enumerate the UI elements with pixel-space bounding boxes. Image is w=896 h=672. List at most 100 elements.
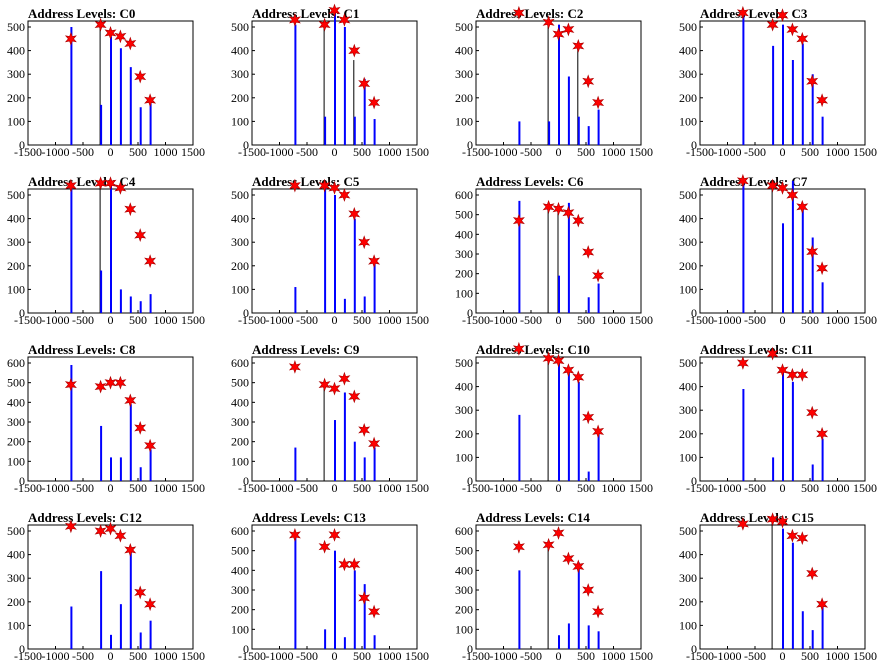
x-tick-label: 1000 [154, 313, 178, 327]
star-marker [582, 74, 595, 89]
x-tick-label: -1000 [714, 313, 742, 327]
y-tick-label: 600 [455, 188, 473, 202]
x-tick-label: -500 [296, 649, 318, 663]
x-tick-label: 0 [556, 313, 562, 327]
x-tick-label: 1000 [826, 313, 850, 327]
star-marker [328, 527, 341, 542]
x-tick-label: 500 [353, 481, 371, 495]
x-tick-label: 1000 [378, 313, 402, 327]
star-marker [786, 367, 799, 382]
x-tick-label: -1000 [714, 481, 742, 495]
x-tick-label: -500 [744, 145, 766, 159]
star-marker [318, 539, 331, 554]
star-marker [776, 8, 789, 23]
x-tick-label: -500 [520, 145, 542, 159]
x-tick-label: -1000 [266, 313, 294, 327]
star-marker [806, 74, 819, 89]
star-marker [144, 254, 157, 269]
x-tick-label: -1500 [686, 313, 714, 327]
x-tick-label: -1000 [266, 481, 294, 495]
subplot-11: Address Levels: C11 0 100 200 300 400 500 -1500… [679, 342, 877, 495]
y-tick-label: 300 [679, 235, 697, 249]
x-tick-label: 0 [780, 481, 786, 495]
star-marker [572, 38, 585, 53]
star-marker [134, 420, 147, 435]
subplot-title: Address Levels: C14 [476, 510, 590, 525]
y-tick-label: 500 [679, 20, 697, 34]
star-marker [816, 426, 829, 441]
x-tick-label: -500 [72, 145, 94, 159]
star-marker [552, 27, 565, 42]
x-tick-label: 0 [108, 145, 114, 159]
x-tick-label: 500 [577, 481, 595, 495]
x-tick-label: 1000 [826, 649, 850, 663]
star-marker [562, 22, 575, 37]
y-tick-label: 0 [467, 306, 473, 320]
y-tick-label: 100 [679, 282, 697, 296]
x-tick-label: 500 [577, 145, 595, 159]
x-tick-label: 1000 [154, 649, 178, 663]
star-marker [736, 356, 749, 370]
y-tick-label: 400 [455, 44, 473, 58]
subplot-9: Address Levels: C9 0 100 200 300 400 500 600 -15… [231, 342, 429, 495]
y-tick-label: 0 [243, 306, 249, 320]
star-marker [348, 389, 361, 404]
star-marker [144, 438, 157, 453]
star-marker [288, 178, 301, 193]
x-tick-label: -500 [72, 481, 94, 495]
subplot-title: Address Levels: C13 [252, 510, 366, 525]
x-tick-label: -1500 [14, 481, 42, 495]
x-tick-label: -1500 [686, 649, 714, 663]
x-tick-label: -1500 [14, 649, 42, 663]
star-marker [786, 528, 799, 543]
star-marker [104, 176, 117, 191]
y-tick-label: 300 [455, 583, 473, 597]
y-tick-label: 100 [679, 450, 697, 464]
star-marker [368, 254, 381, 269]
star-marker [328, 3, 341, 18]
y-tick-label: 200 [679, 427, 697, 441]
x-tick-label: -1000 [42, 649, 70, 663]
subplot-2: Address Levels: C20100200300400500-1500-… [455, 5, 653, 159]
y-tick-label: 0 [19, 642, 25, 656]
star-marker [766, 178, 779, 193]
x-tick-label: 1500 [629, 313, 653, 327]
subplot-12: Address Levels: C12 0 100 200 300 400 500 -1500… [7, 510, 205, 663]
star-marker [796, 199, 809, 214]
subplot-0: Address Levels: C00100200300400500-1500-… [7, 6, 205, 159]
subplot-title: Address Levels: C8 [28, 342, 136, 357]
y-tick-label: 500 [231, 188, 249, 202]
y-tick-label: 100 [231, 454, 249, 468]
subplot-8: Address Levels: C8 0 100 200 300 400 500 600 -15… [7, 342, 205, 495]
y-tick-label: 400 [231, 563, 249, 577]
y-tick-label: 300 [7, 67, 25, 81]
subplot-6: Address Levels: C6 0 100 200 300 400 500 600 -15… [455, 174, 653, 327]
x-tick-label: -1500 [686, 145, 714, 159]
star-marker [542, 537, 555, 552]
y-tick-label: 300 [7, 235, 25, 249]
star-marker [94, 17, 107, 32]
star-marker [328, 180, 341, 195]
star-marker [816, 93, 829, 108]
x-tick-label: 1000 [826, 481, 850, 495]
y-tick-label: 300 [455, 403, 473, 417]
y-tick-label: 600 [455, 524, 473, 538]
x-tick-label: -1000 [714, 649, 742, 663]
y-tick-label: 400 [679, 212, 697, 226]
y-tick-label: 400 [455, 380, 473, 394]
subplot-1: Address Levels: C10100200300400500-1500-… [231, 3, 429, 159]
x-tick-label: -1500 [238, 649, 266, 663]
x-tick-label: 1500 [853, 145, 877, 159]
y-tick-label: 500 [679, 356, 697, 370]
star-marker [582, 583, 595, 597]
x-tick-label: 500 [801, 313, 819, 327]
star-marker [552, 353, 565, 368]
star-marker [552, 201, 565, 216]
y-tick-label: 100 [679, 618, 697, 632]
star-marker [348, 43, 361, 58]
star-marker [64, 178, 77, 193]
star-marker [134, 585, 147, 600]
y-tick-label: 100 [7, 454, 25, 468]
y-tick-label: 500 [7, 524, 25, 538]
subplot-title: Address Levels: C9 [252, 342, 360, 357]
